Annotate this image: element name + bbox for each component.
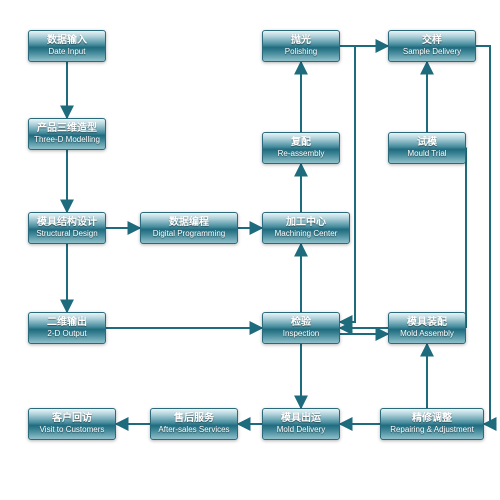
node-data_input: 数据输入Date Input: [28, 30, 106, 62]
node-label-cn: 检验: [291, 317, 311, 329]
node-label-cn: 二维输出: [47, 317, 87, 329]
node-label-cn: 产品三维造型: [37, 123, 97, 135]
node-label-en: Inspection: [283, 329, 319, 339]
node-label-en: Machining Center: [275, 229, 338, 239]
node-label-en: After-sales Services: [158, 425, 229, 435]
node-inspection: 检验Inspection: [262, 312, 340, 344]
node-label-en: Date Input: [49, 47, 86, 57]
node-label-cn: 客户回访: [52, 413, 92, 425]
node-label-cn: 抛光: [291, 35, 311, 47]
node-mold_assembly: 模具装配Mold Assembly: [388, 312, 466, 344]
node-after_sales: 售后服务After-sales Services: [150, 408, 238, 440]
node-label-en: Three-D Modelling: [34, 135, 100, 145]
node-label-cn: 复配: [291, 137, 311, 149]
node-visit: 客户回访Visit to Customers: [28, 408, 116, 440]
node-label-en: Sample Delivery: [403, 47, 461, 57]
node-label-cn: 数据输入: [47, 35, 87, 47]
node-polishing: 抛光Polishing: [262, 30, 340, 62]
node-mould_trial: 试模Mould Trial: [388, 132, 466, 164]
node-label-en: Mould Trial: [407, 149, 446, 159]
node-label-en: Repairing & Adjustment: [390, 425, 474, 435]
node-label-en: 2-D Output: [47, 329, 86, 339]
node-label-cn: 试模: [417, 137, 437, 149]
node-sample_delivery: 交样Sample Delivery: [388, 30, 476, 62]
node-label-cn: 模具结构设计: [37, 217, 97, 229]
arrow: [466, 46, 490, 424]
node-structural: 模具结构设计Structural Design: [28, 212, 106, 244]
node-repairing: 精修调整Repairing & Adjustment: [380, 408, 484, 440]
node-label-en: Mold Assembly: [400, 329, 454, 339]
node-three_d: 产品三维造型Three-D Modelling: [28, 118, 106, 150]
node-label-cn: 精修调整: [412, 413, 452, 425]
node-two_d: 二维输出2-D Output: [28, 312, 106, 344]
node-label-en: Visit to Customers: [40, 425, 105, 435]
node-label-en: Mold Delivery: [277, 425, 325, 435]
node-reassembly: 复配Re-assembly: [262, 132, 340, 164]
node-label-en: Polishing: [285, 47, 317, 57]
node-label-en: Digital Programming: [153, 229, 225, 239]
node-mold_delivery: 模具出运Mold Delivery: [262, 408, 340, 440]
node-digital_prog: 数据编程Digital Programming: [140, 212, 238, 244]
node-machining: 加工中心Machining Center: [262, 212, 350, 244]
node-label-cn: 加工中心: [286, 217, 326, 229]
node-label-cn: 交样: [422, 35, 442, 47]
node-label-cn: 数据编程: [169, 217, 209, 229]
node-label-en: Structural Design: [36, 229, 97, 239]
node-label-en: Re-assembly: [278, 149, 325, 159]
node-label-cn: 模具出运: [281, 413, 321, 425]
node-label-cn: 售后服务: [174, 413, 214, 425]
node-label-cn: 模具装配: [407, 317, 447, 329]
arrow: [340, 46, 355, 322]
